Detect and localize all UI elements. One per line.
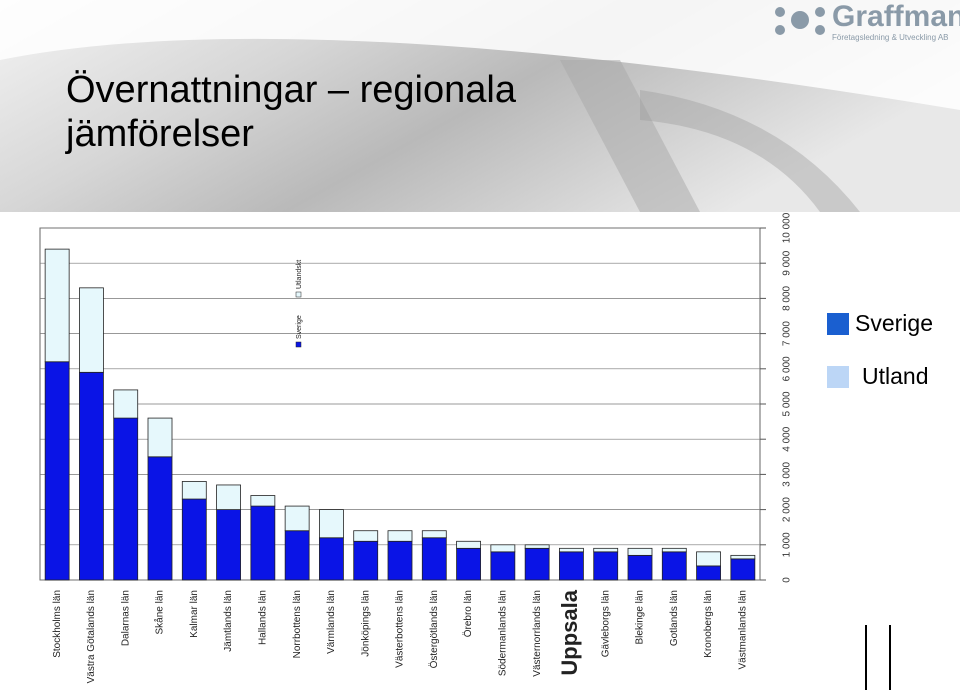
y-tick-label: 3 000	[782, 461, 793, 486]
bar	[661, 547, 687, 553]
x-tick-label: Dalarnas län	[120, 590, 131, 646]
bar	[421, 537, 447, 581]
bar	[456, 547, 481, 581]
legend-label: Utland	[862, 363, 928, 389]
x-tick-label: Södermanlands län	[497, 590, 508, 676]
y-tick-label: 10 000	[782, 212, 793, 243]
y-tick-label: 9 000	[782, 250, 793, 275]
y-tick-label: 2 000	[782, 497, 793, 522]
bar	[730, 558, 756, 581]
bar	[216, 484, 241, 510]
bar	[181, 498, 207, 581]
logo-dot	[775, 7, 785, 17]
bar	[284, 505, 310, 532]
x-tick-label: Västerbottens län	[395, 590, 406, 668]
plot: 0 1 000 2 000 3 000 4 000 5 000 6 000 7 000 8 00…	[39, 212, 849, 683]
x-tick-label: Hallands län	[257, 590, 268, 645]
y-tick-label: 7 000	[782, 321, 793, 346]
bar	[627, 554, 653, 581]
bar	[696, 551, 721, 567]
x-tick-label: Västmanlands län	[737, 590, 748, 670]
header-shape	[0, 0, 960, 110]
legend-swatch	[827, 313, 849, 335]
bar	[79, 371, 104, 581]
logo-dot	[791, 11, 809, 29]
bar	[593, 551, 619, 581]
y-tick-label: 6 000	[782, 356, 793, 381]
header-shape	[560, 60, 700, 212]
bar	[113, 389, 139, 419]
x-tick-label: Västra Götalands län	[86, 590, 97, 683]
x-tick-label: Jämtlands län	[223, 590, 234, 652]
bar	[250, 495, 276, 507]
logo-dot	[815, 25, 825, 35]
bar	[524, 547, 550, 581]
x-tick-label: Norrbottens län	[292, 590, 303, 658]
legend-label: Sverige	[855, 310, 933, 336]
x-tick-label: Stockholms län	[52, 590, 63, 658]
bar	[593, 547, 619, 553]
bar	[319, 509, 344, 539]
x-tick-label: Skåne län	[154, 590, 166, 634]
x-tick-label: Uppsala	[557, 589, 582, 675]
bar	[559, 551, 584, 581]
bar	[113, 417, 139, 581]
bar	[730, 554, 756, 560]
x-tick-label: Västernorrlands län	[532, 590, 543, 677]
logo-dot	[815, 7, 825, 17]
bar	[147, 456, 173, 581]
x-tick-label: Blekinge län	[635, 590, 646, 644]
bar	[696, 565, 721, 581]
slide-title: Övernattningar – regionala	[66, 69, 517, 111]
x-tick-label: Kalmar län	[189, 590, 200, 638]
logo: Graffman Företagsledning & Utveckling AB	[775, 0, 960, 42]
bar	[216, 509, 241, 581]
bar	[147, 417, 173, 458]
header-shape	[640, 90, 860, 212]
x-tick-label: Kronobergs län	[703, 590, 714, 658]
slide-title: jämförelser	[65, 113, 254, 155]
bar	[79, 287, 104, 373]
bar	[490, 544, 516, 553]
y-tick-label: 5 000	[782, 391, 793, 416]
y-tick-label: 4 000	[782, 426, 793, 451]
bar	[387, 540, 413, 581]
bar	[353, 530, 379, 542]
bar	[44, 248, 70, 363]
x-tick-label: Örebro län	[462, 590, 474, 637]
bar	[250, 505, 276, 581]
y-tick-label: 0	[782, 577, 793, 583]
bar	[319, 537, 344, 581]
bar	[181, 481, 207, 500]
y-tick-label: 1 000	[782, 532, 793, 557]
inner-legend-swatch	[295, 291, 302, 298]
x-tick-label: Värmlands län	[326, 590, 337, 654]
inner-legend-swatch	[295, 341, 302, 348]
legend-swatch	[827, 366, 849, 388]
bar	[284, 530, 310, 581]
logo-name: Graffman	[832, 0, 960, 33]
bar	[387, 530, 413, 542]
bar	[524, 544, 550, 549]
x-tick-label: Östergötlands län	[428, 590, 440, 668]
bar	[661, 551, 687, 581]
bar	[490, 551, 516, 581]
inner-legend-label: Sverige	[296, 315, 303, 339]
logo-tagline: Företagsledning & Utveckling AB	[832, 33, 949, 42]
bar	[456, 540, 481, 549]
bar	[421, 530, 447, 539]
inner-legend-label: Utlandskt	[296, 260, 303, 289]
x-tick-label: Jönköpings län	[360, 590, 371, 657]
logo-dot	[775, 25, 785, 35]
x-tick-label: Gotlands län	[669, 590, 680, 646]
x-tick-label: Gävleborgs län	[600, 590, 611, 657]
bar	[559, 547, 584, 553]
y-tick-label: 8 000	[782, 285, 793, 310]
bar	[627, 547, 653, 556]
bar	[353, 540, 379, 581]
bar	[44, 361, 70, 581]
